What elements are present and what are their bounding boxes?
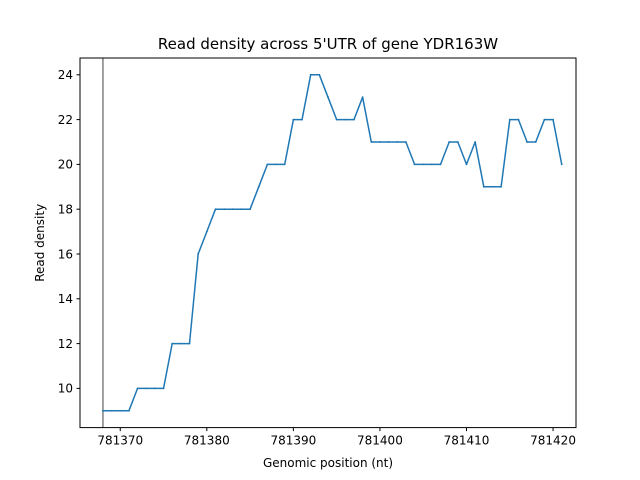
data-point [318, 73, 321, 76]
y-tick-label: 18 [58, 203, 73, 217]
data-point [474, 141, 477, 143]
data-point [335, 118, 338, 121]
x-axis-label: Genomic position (nt) [263, 456, 393, 470]
data-point [205, 230, 208, 233]
y-tick-label: 24 [58, 68, 73, 82]
data-point [102, 409, 104, 412]
data-point [179, 342, 182, 345]
data-point [136, 387, 139, 390]
data-point [292, 118, 295, 121]
data-point [387, 141, 390, 143]
y-tick-label: 16 [58, 247, 73, 261]
data-point [370, 141, 373, 143]
data-point [405, 141, 407, 143]
data-point [171, 342, 174, 345]
data-point [448, 141, 451, 143]
data-point [240, 208, 243, 211]
x-tick-label: 781380 [184, 434, 230, 448]
data-point [508, 118, 511, 121]
data-point [153, 387, 156, 390]
x-tick-label: 781410 [444, 434, 490, 448]
data-point [491, 185, 494, 188]
data-point [257, 185, 260, 188]
data-point [119, 409, 122, 412]
y-tick-label: 14 [58, 292, 73, 306]
data-point [456, 141, 459, 143]
data-point [500, 185, 503, 188]
y-tick-label: 10 [58, 382, 73, 396]
data-point [430, 163, 433, 166]
data-point [465, 163, 468, 166]
data-point [379, 141, 381, 143]
x-tick-label: 781420 [530, 434, 576, 448]
data-point [214, 208, 217, 211]
data-point [275, 163, 277, 166]
x-axis-ticks: 781370 781380 781390 781400 781410 781420 [97, 427, 576, 448]
data-point [422, 163, 425, 166]
data-point [439, 163, 442, 166]
data-point [361, 96, 364, 99]
data-point [249, 208, 251, 211]
data-point [560, 163, 563, 166]
data-point [552, 118, 554, 121]
data-point [543, 118, 546, 121]
data-point [526, 141, 528, 143]
y-tick-label: 12 [58, 337, 73, 351]
x-tick-label: 781400 [357, 434, 403, 448]
data-point [413, 163, 416, 166]
y-tick-label: 22 [58, 113, 73, 127]
x-tick-label: 781370 [97, 434, 143, 448]
data-point [283, 163, 286, 166]
plot-area [102, 58, 563, 428]
data-point [223, 208, 226, 211]
x-tick-label: 781390 [270, 434, 316, 448]
data-point [145, 387, 148, 390]
data-point [534, 141, 537, 143]
data-point [266, 163, 269, 166]
chart-title: Read density across 5'UTR of gene YDR163… [158, 35, 498, 53]
series-line [102, 74, 563, 412]
data-point [197, 253, 200, 255]
data-point [110, 409, 113, 412]
data-point [396, 141, 399, 143]
axes-frame [79, 57, 577, 429]
data-point [344, 118, 347, 121]
y-tick-label: 20 [58, 158, 73, 172]
data-point [128, 409, 130, 412]
data-point [188, 342, 191, 345]
data-point [353, 118, 355, 121]
y-axis-ticks: 10 12 14 16 18 20 22 24 [58, 68, 80, 396]
data-point [327, 96, 329, 99]
data-point [517, 118, 520, 121]
data-point [309, 73, 312, 76]
data-point [162, 387, 165, 390]
y-axis-label: Read density [33, 204, 47, 282]
data-point [482, 185, 485, 188]
data-point [301, 118, 303, 121]
data-point [231, 208, 234, 211]
